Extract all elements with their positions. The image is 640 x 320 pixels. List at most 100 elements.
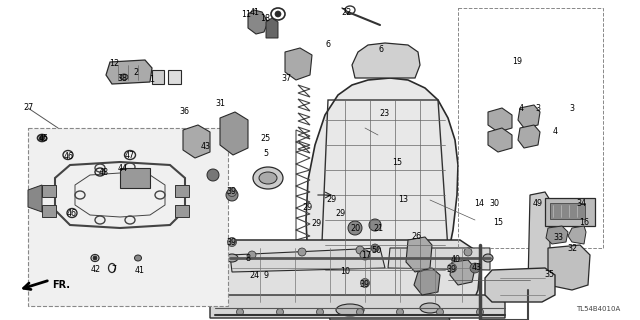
Text: 17: 17: [361, 251, 371, 260]
Text: 29: 29: [335, 209, 346, 218]
Text: 25: 25: [260, 134, 271, 143]
Bar: [42, 205, 56, 217]
Text: 26: 26: [411, 232, 421, 241]
Ellipse shape: [253, 167, 283, 189]
Text: 29: 29: [302, 203, 312, 212]
Polygon shape: [388, 248, 490, 270]
Circle shape: [226, 189, 238, 201]
Bar: [168, 70, 181, 84]
Text: 19: 19: [512, 57, 522, 66]
Bar: [28, 128, 228, 306]
Circle shape: [371, 244, 379, 252]
Text: 46: 46: [67, 209, 77, 218]
Text: 29: 29: [312, 219, 322, 228]
Bar: [152, 70, 164, 84]
Text: 3: 3: [535, 104, 540, 113]
Text: 4: 4: [552, 127, 557, 136]
Polygon shape: [248, 10, 268, 34]
Circle shape: [227, 237, 237, 246]
Text: 4: 4: [519, 104, 524, 113]
Polygon shape: [406, 237, 432, 272]
Polygon shape: [548, 245, 590, 290]
Text: 50: 50: [371, 246, 381, 255]
Bar: [42, 185, 56, 197]
Text: 30: 30: [489, 199, 499, 208]
Circle shape: [207, 169, 219, 181]
Polygon shape: [488, 108, 512, 132]
Text: 27: 27: [24, 103, 34, 112]
Circle shape: [227, 188, 237, 196]
Circle shape: [317, 308, 323, 316]
Text: 46: 46: [64, 152, 74, 161]
Text: 23: 23: [379, 109, 389, 118]
Text: 37: 37: [282, 74, 292, 83]
Text: 13: 13: [398, 195, 408, 204]
Text: 49: 49: [532, 199, 543, 208]
Text: 16: 16: [579, 218, 589, 227]
Text: 12: 12: [109, 59, 119, 68]
Circle shape: [397, 308, 403, 316]
Text: 43: 43: [201, 142, 211, 151]
Circle shape: [436, 308, 444, 316]
Polygon shape: [328, 290, 450, 320]
Text: 18: 18: [260, 14, 271, 23]
Text: 1: 1: [149, 75, 154, 84]
Text: 8: 8: [246, 254, 251, 263]
Polygon shape: [106, 60, 152, 84]
Text: 48: 48: [99, 168, 109, 177]
Text: TL54B4010A: TL54B4010A: [576, 306, 620, 312]
Bar: [550, 203, 585, 219]
Ellipse shape: [483, 254, 493, 262]
Text: 32: 32: [568, 244, 578, 253]
Text: 43: 43: [472, 263, 482, 272]
Text: 21: 21: [374, 224, 384, 233]
Polygon shape: [306, 78, 458, 310]
Text: 3: 3: [569, 104, 574, 113]
Circle shape: [464, 248, 472, 256]
Circle shape: [237, 308, 243, 316]
Text: 36: 36: [179, 107, 189, 116]
Text: 31: 31: [216, 100, 226, 108]
Text: 6: 6: [325, 40, 330, 49]
Text: 35: 35: [544, 270, 554, 279]
Text: 22: 22: [342, 8, 352, 17]
Ellipse shape: [420, 303, 440, 313]
Polygon shape: [568, 226, 586, 244]
Polygon shape: [518, 125, 540, 148]
Circle shape: [276, 308, 284, 316]
Bar: [120, 168, 150, 188]
Circle shape: [369, 219, 381, 231]
Text: FR.: FR.: [52, 280, 70, 290]
Text: 42: 42: [91, 265, 101, 274]
Text: 33: 33: [553, 233, 563, 242]
Bar: [175, 205, 189, 217]
Circle shape: [298, 248, 306, 256]
Text: 7: 7: [111, 265, 116, 274]
Ellipse shape: [259, 172, 277, 184]
Text: 44: 44: [118, 164, 128, 173]
Text: 15: 15: [392, 158, 402, 167]
Circle shape: [360, 278, 369, 287]
Text: 40: 40: [451, 255, 461, 264]
Polygon shape: [230, 248, 385, 272]
Ellipse shape: [336, 304, 364, 316]
Circle shape: [360, 250, 370, 260]
Text: 39: 39: [360, 280, 370, 289]
Polygon shape: [222, 240, 480, 310]
Text: 45: 45: [38, 134, 49, 143]
Ellipse shape: [226, 254, 238, 262]
Circle shape: [248, 251, 256, 259]
Polygon shape: [352, 43, 420, 78]
Text: 15: 15: [493, 218, 503, 227]
Circle shape: [356, 246, 364, 254]
Text: 47: 47: [124, 151, 134, 160]
Bar: [545, 198, 595, 226]
Circle shape: [40, 135, 45, 140]
Text: 24: 24: [250, 271, 260, 280]
Text: 10: 10: [340, 267, 351, 276]
Text: 2: 2: [134, 68, 139, 77]
Circle shape: [416, 246, 424, 254]
Ellipse shape: [120, 74, 128, 80]
Polygon shape: [488, 128, 512, 152]
Polygon shape: [485, 268, 555, 302]
